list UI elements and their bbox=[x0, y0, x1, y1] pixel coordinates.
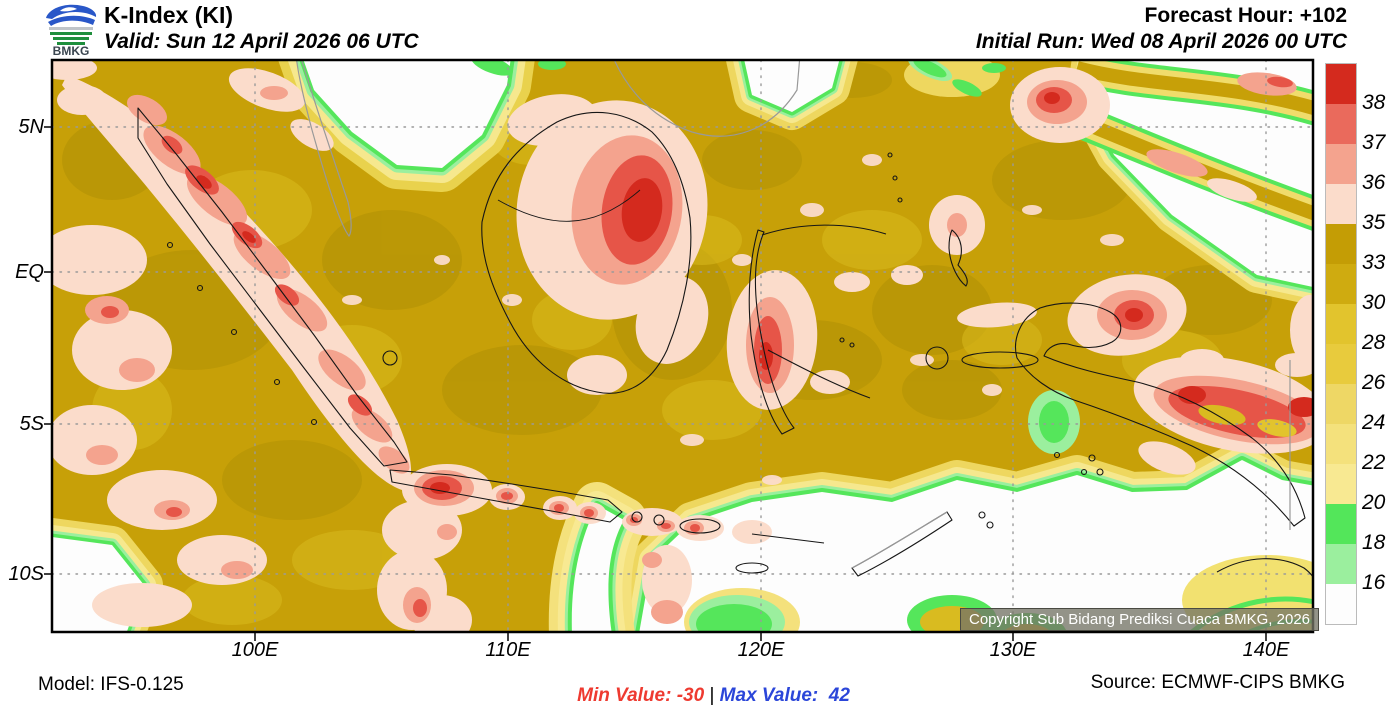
min-value-label: Min Value: -30 bbox=[577, 685, 705, 706]
colorbar-segment bbox=[1326, 144, 1356, 184]
colorbar-tick-label: 22 bbox=[1362, 451, 1386, 474]
colorbar-tick-label: 28 bbox=[1362, 331, 1386, 354]
bmkg-logo-graphic: BMKG bbox=[46, 4, 97, 57]
max-value-label: Max Value: 42 bbox=[719, 685, 850, 706]
minmax-values: Min Value: -30 | Max Value: 42 bbox=[556, 663, 850, 709]
lon-axis-label: 130E bbox=[989, 639, 1037, 661]
colorbar-segment bbox=[1326, 304, 1356, 344]
colorbar-tick-label: 36 bbox=[1362, 171, 1386, 194]
colorbar-tick-label: 37 bbox=[1362, 131, 1386, 154]
colorbar-segment bbox=[1326, 544, 1356, 584]
colorbar-tick-label: 26 bbox=[1362, 371, 1386, 394]
minmax-separator: | bbox=[704, 685, 720, 706]
lat-axis-label: EQ bbox=[15, 261, 44, 283]
colorbar bbox=[1325, 63, 1357, 625]
source-label: Source: ECMWF-CIPS BMKG bbox=[1090, 672, 1345, 693]
lat-axis-label: 5N bbox=[18, 116, 44, 138]
lon-axis-label: 140E bbox=[1242, 639, 1290, 661]
colorbar-tick-label: 35 bbox=[1362, 211, 1386, 234]
colorbar-segment bbox=[1326, 424, 1356, 464]
colorbar-segment bbox=[1326, 184, 1356, 224]
valid-datetime: Valid: Sun 12 April 2026 06 UTC bbox=[104, 30, 419, 53]
bmkg-logo-text: BMKG bbox=[53, 44, 90, 57]
lat-axis-label: 10S bbox=[8, 563, 44, 585]
colorbar-tick-label: 30 bbox=[1362, 291, 1386, 314]
lon-axis-label: 120E bbox=[737, 639, 785, 661]
initial-run: Initial Run: Wed 08 April 2026 00 UTC bbox=[975, 30, 1347, 53]
colorbar-segment bbox=[1326, 384, 1356, 424]
model-label: Model: IFS-0.125 bbox=[38, 674, 184, 695]
colorbar-tick-label: 20 bbox=[1362, 491, 1386, 514]
colorbar-tick-label: 38 bbox=[1362, 91, 1386, 114]
bmkg-logo: BMKG bbox=[40, 1, 102, 57]
colorbar-segment bbox=[1326, 584, 1356, 624]
colorbar-tick-label: 16 bbox=[1362, 571, 1386, 594]
lon-axis-label: 100E bbox=[231, 639, 279, 661]
colorbar-tick-label: 24 bbox=[1362, 411, 1386, 434]
lat-axis-label: 5S bbox=[19, 413, 44, 435]
colorbar-segment bbox=[1326, 104, 1356, 144]
colorbar-tick-label: 18 bbox=[1362, 531, 1386, 554]
colorbar-segment bbox=[1326, 464, 1356, 504]
map-panel: Copyright Sub Bidang Prediksi Cuaca BMKG… bbox=[44, 58, 1319, 641]
colorbar-segment bbox=[1326, 64, 1356, 104]
forecast-hour: Forecast Hour: +102 bbox=[1144, 4, 1348, 27]
colorbar-segment bbox=[1326, 344, 1356, 384]
copyright-overlay: Copyright Sub Bidang Prediksi Cuaca BMKG… bbox=[959, 608, 1319, 631]
colorbar-segment bbox=[1326, 264, 1356, 304]
colorbar-segment bbox=[1326, 224, 1356, 264]
page-title: K-Index (KI) bbox=[104, 2, 234, 28]
lon-axis-label: 110E bbox=[485, 639, 531, 661]
colorbar-segment bbox=[1326, 504, 1356, 544]
colorbar-tick-label: 33 bbox=[1362, 251, 1386, 274]
map-canvas bbox=[44, 58, 1315, 641]
